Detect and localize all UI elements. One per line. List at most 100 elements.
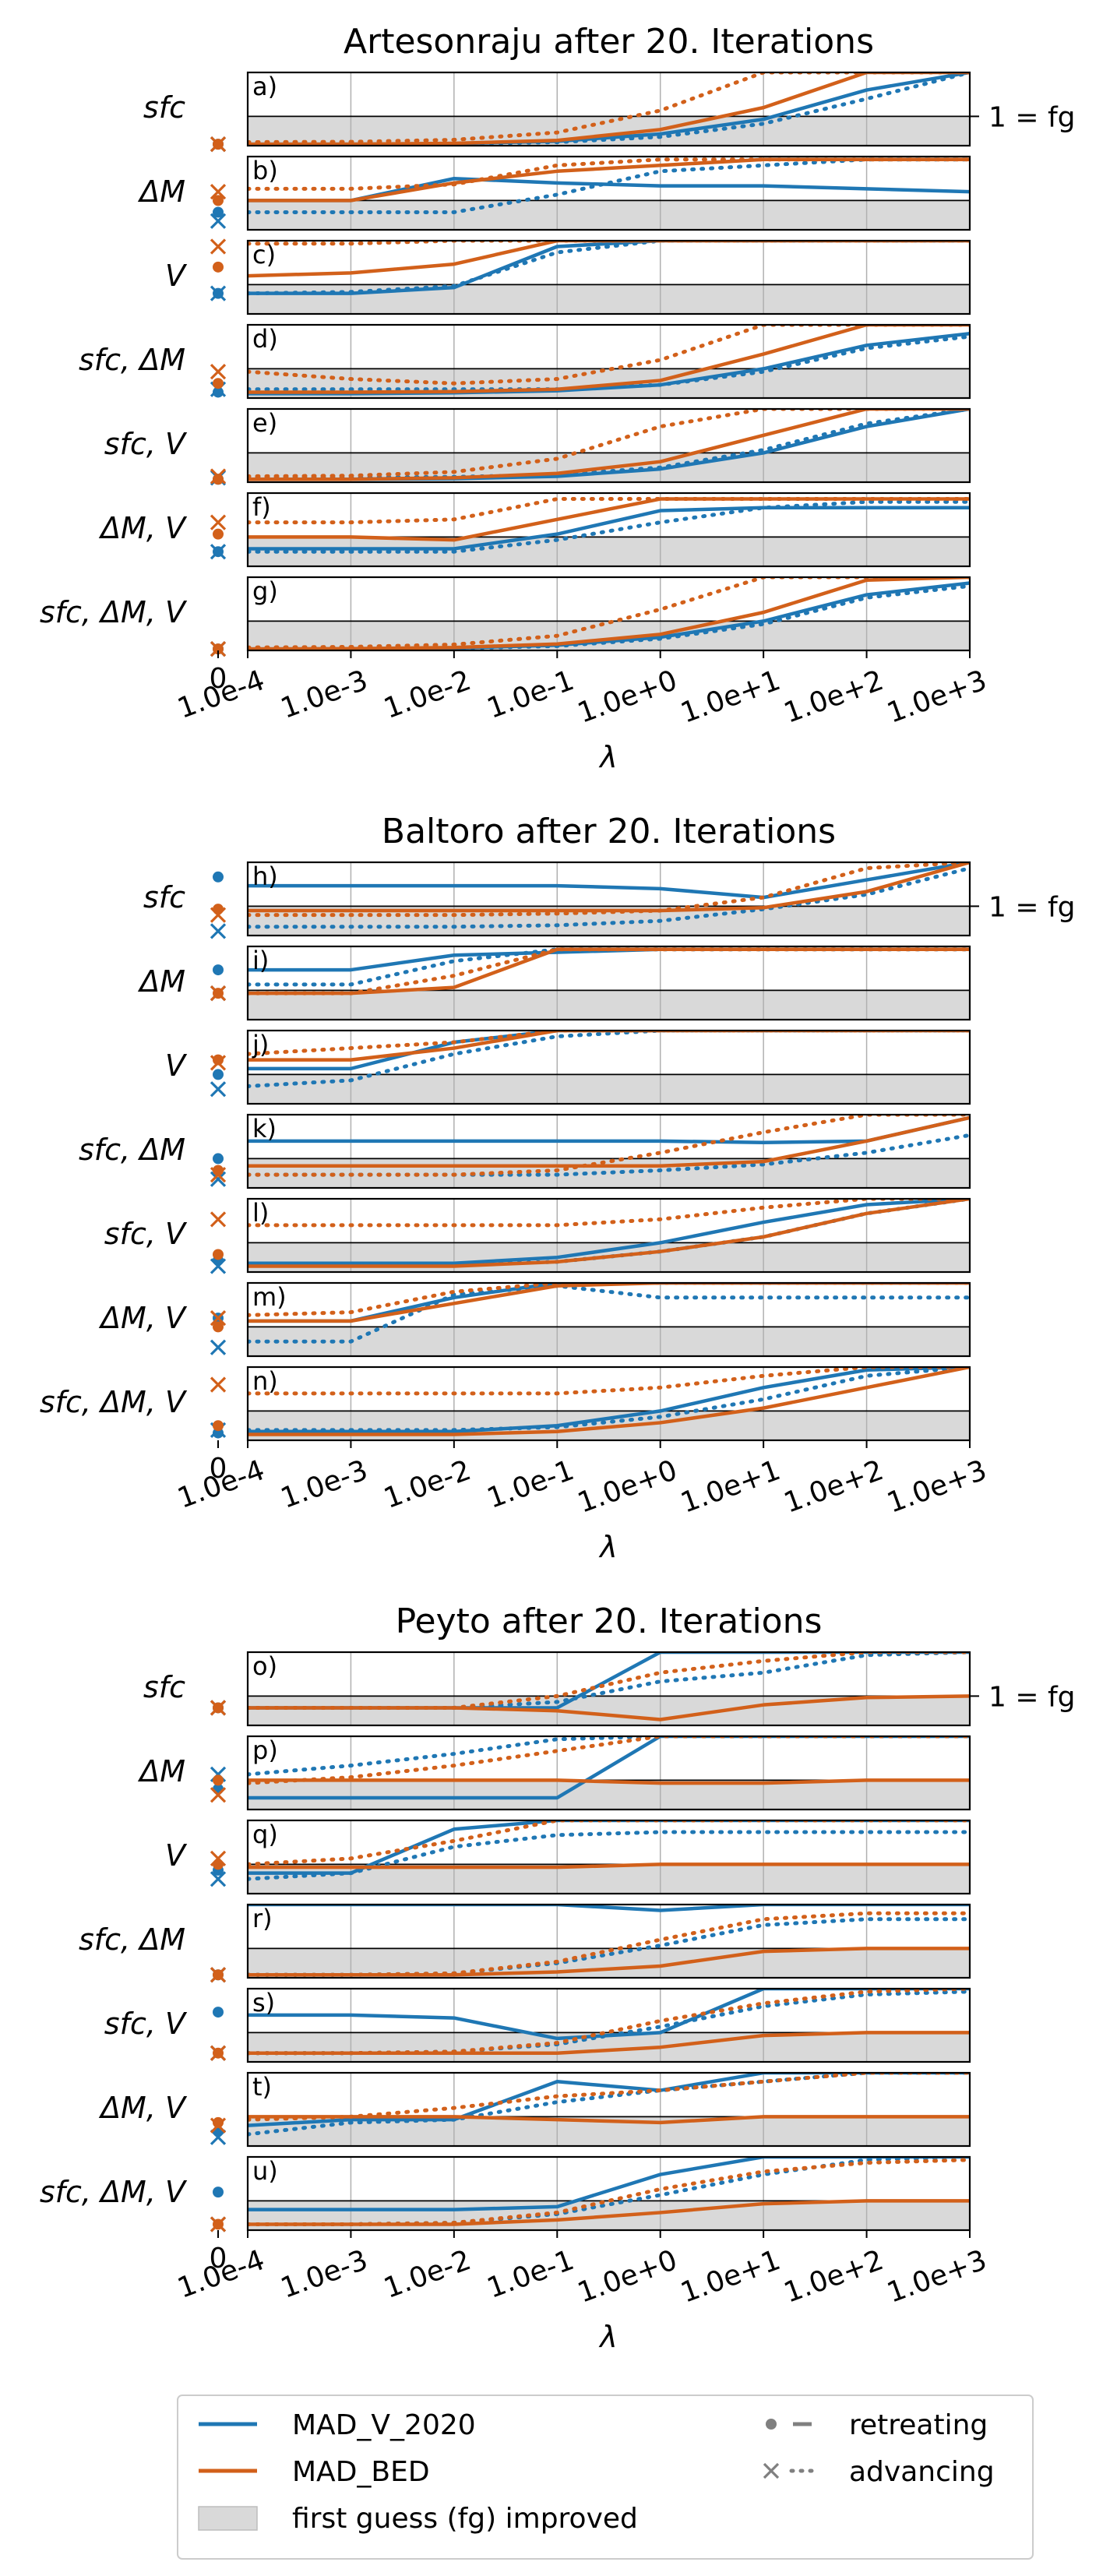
panel-o: o) sfc 1 = fg xyxy=(143,1651,1075,1727)
series-line-mad-v-2020-advancing xyxy=(248,866,970,929)
lambda-zero-marker-mad-bed-advancing xyxy=(210,2117,227,2134)
panel-letter: a) xyxy=(252,72,277,101)
panel-letter: e) xyxy=(252,408,277,438)
series-line-mad-v-2020-retreating xyxy=(248,862,970,900)
series-lines xyxy=(248,409,970,481)
panel-row-label: sfc, ΔM, V xyxy=(40,1385,188,1419)
x-tick-label: 1.0e+0 xyxy=(573,664,682,730)
lambda-zero-marker-mad-bed-advancing xyxy=(210,514,227,530)
series-lines xyxy=(248,325,970,396)
panel-row-label: sfc, ΔM, V xyxy=(40,595,188,629)
panel-row-label: ΔM, V xyxy=(98,1301,188,1335)
panel-row-label: V xyxy=(165,259,188,293)
series-line-mad-bed-advancing xyxy=(248,1736,970,1785)
series-line-mad-bed-retreating xyxy=(248,497,970,542)
lambda-zero-marker-mad-v-2020-advancing xyxy=(210,2129,227,2145)
series-lines xyxy=(248,2157,970,2226)
improved-region xyxy=(248,1780,970,1810)
series-line-mad-bed-retreating xyxy=(248,1283,970,1323)
panel-letter: p) xyxy=(252,1736,278,1765)
panel-g: g) sfc, ΔM, V xyxy=(40,576,971,657)
series-line-mad-v-2020-retreating xyxy=(248,947,970,972)
lambda-zero-marker-mad-bed-retreating xyxy=(213,1249,224,1260)
lambda-zero-marker-mad-v-2020-retreating xyxy=(213,964,224,976)
fg-reference-label: 1 = fg xyxy=(988,891,1075,923)
legend-label-mad-bed: MAD_BED xyxy=(292,2456,430,2488)
improved-region xyxy=(248,2032,970,2062)
series-line-mad-bed-retreating xyxy=(248,1031,970,1062)
series-line-mad-v-2020-advancing xyxy=(248,499,970,554)
panel-t: t) ΔM, V xyxy=(98,2071,971,2148)
series-line-mad-bed-advancing xyxy=(248,241,970,246)
x-axis: 01.0e-4 1.0e-3 1.0e-2 1.0e-11.0e+01.0e+11.0… xyxy=(174,650,991,774)
series-line-mad-bed-advancing xyxy=(248,1367,970,1396)
panel-letter: g) xyxy=(252,576,278,606)
x-tick-label: 1.0e-1 xyxy=(483,2244,578,2305)
series-line-mad-bed-advancing xyxy=(248,947,970,996)
x-tick-label: 1.0e+3 xyxy=(883,2244,992,2310)
panel-p: p) ΔM xyxy=(137,1735,971,1811)
x-tick-label: 1.0e+2 xyxy=(780,1454,888,1520)
series-line-mad-bed-advancing xyxy=(248,1115,970,1177)
series-lines xyxy=(248,1283,970,1344)
x-tick-label: 1.0e-3 xyxy=(277,664,372,725)
panel-frame xyxy=(246,2071,971,2148)
panel-frame xyxy=(246,1366,971,1442)
series-line-mad-bed-retreating xyxy=(248,947,970,996)
x-tick-label: 1.0e-3 xyxy=(277,1454,372,1515)
series-line-mad-v-2020-advancing xyxy=(248,334,970,392)
x-tick-label: 1.0e+0 xyxy=(573,2244,682,2310)
series-lines xyxy=(248,1652,970,1721)
panel-letter: h) xyxy=(252,862,278,891)
chart-group-2: Baltoro after 20. Iterations h) sfc 1 = fg i… xyxy=(40,812,1076,1564)
series-line-mad-bed-advancing xyxy=(248,1911,970,1977)
series-line-mad-bed-retreating xyxy=(248,1367,970,1436)
lambda-zero-marker-mad-v-2020-advancing xyxy=(210,1171,227,1187)
panel-d: d) sfc, ΔM xyxy=(79,323,971,400)
panel-row-label: sfc, V xyxy=(104,2007,188,2041)
x-tick-label: 0 xyxy=(210,1453,227,1485)
series-line-mad-v-2020-retreating xyxy=(248,2157,970,2211)
panel-row-label: sfc, ΔM xyxy=(79,343,185,377)
lambda-zero-marker-mad-bed-advancing xyxy=(210,468,227,485)
lambda-zero-marker-mad-bed-advancing xyxy=(210,364,227,380)
series-line-mad-bed-advancing xyxy=(248,497,970,525)
series-line-mad-bed-advancing xyxy=(248,1989,970,2056)
panel-c: c) V xyxy=(165,238,971,315)
legend-label-improved: first guess (fg) improved xyxy=(292,2503,638,2535)
panel-row-label: V xyxy=(165,1838,188,1873)
x-tick-label: 0 xyxy=(210,663,227,695)
series-line-mad-v-2020-advancing xyxy=(248,947,970,987)
panel-frame xyxy=(246,492,971,568)
lambda-zero-marker-mad-v-2020-advancing xyxy=(210,1081,227,1098)
series-line-mad-bed-retreating xyxy=(248,1199,970,1268)
panel-letter: b) xyxy=(252,156,278,185)
series-line-mad-bed-advancing xyxy=(248,577,970,650)
panel-row-label: ΔM, V xyxy=(98,2091,188,2125)
series-lines xyxy=(248,1115,970,1177)
improved-region xyxy=(248,200,970,230)
panel-row-label: sfc, V xyxy=(104,427,188,461)
chart-title: Baltoro after 20. Iterations xyxy=(382,812,836,851)
series-line-mad-bed-retreating xyxy=(248,577,970,650)
series-line-mad-v-2020-advancing xyxy=(248,2073,970,2137)
lambda-zero-marker-mad-bed-advancing xyxy=(210,1967,227,1983)
series-lines xyxy=(248,497,970,554)
lambda-zero-marker-mad-bed-retreating xyxy=(213,1321,224,1333)
lambda-zero-marker-mad-bed-retreating xyxy=(213,1420,224,1432)
panel-letter: j) xyxy=(252,1030,269,1059)
lambda-zero-marker-mad-bed-advancing xyxy=(210,2045,227,2061)
panel-e: e) sfc, V xyxy=(104,407,971,486)
series-line-mad-v-2020-retreating xyxy=(248,506,970,551)
panel-row-label: sfc, V xyxy=(104,1217,188,1251)
series-line-mad-bed-advancing xyxy=(248,72,970,144)
series-lines xyxy=(248,72,970,146)
x-tick-label: 1.0e-1 xyxy=(483,664,578,725)
series-line-mad-bed-retreating xyxy=(248,72,970,146)
panel-letter: n) xyxy=(252,1366,278,1396)
lambda-zero-marker-mad-v-2020-retreating xyxy=(213,1069,224,1080)
panel-frame xyxy=(246,1987,971,2063)
panel-frame xyxy=(246,1113,971,1189)
